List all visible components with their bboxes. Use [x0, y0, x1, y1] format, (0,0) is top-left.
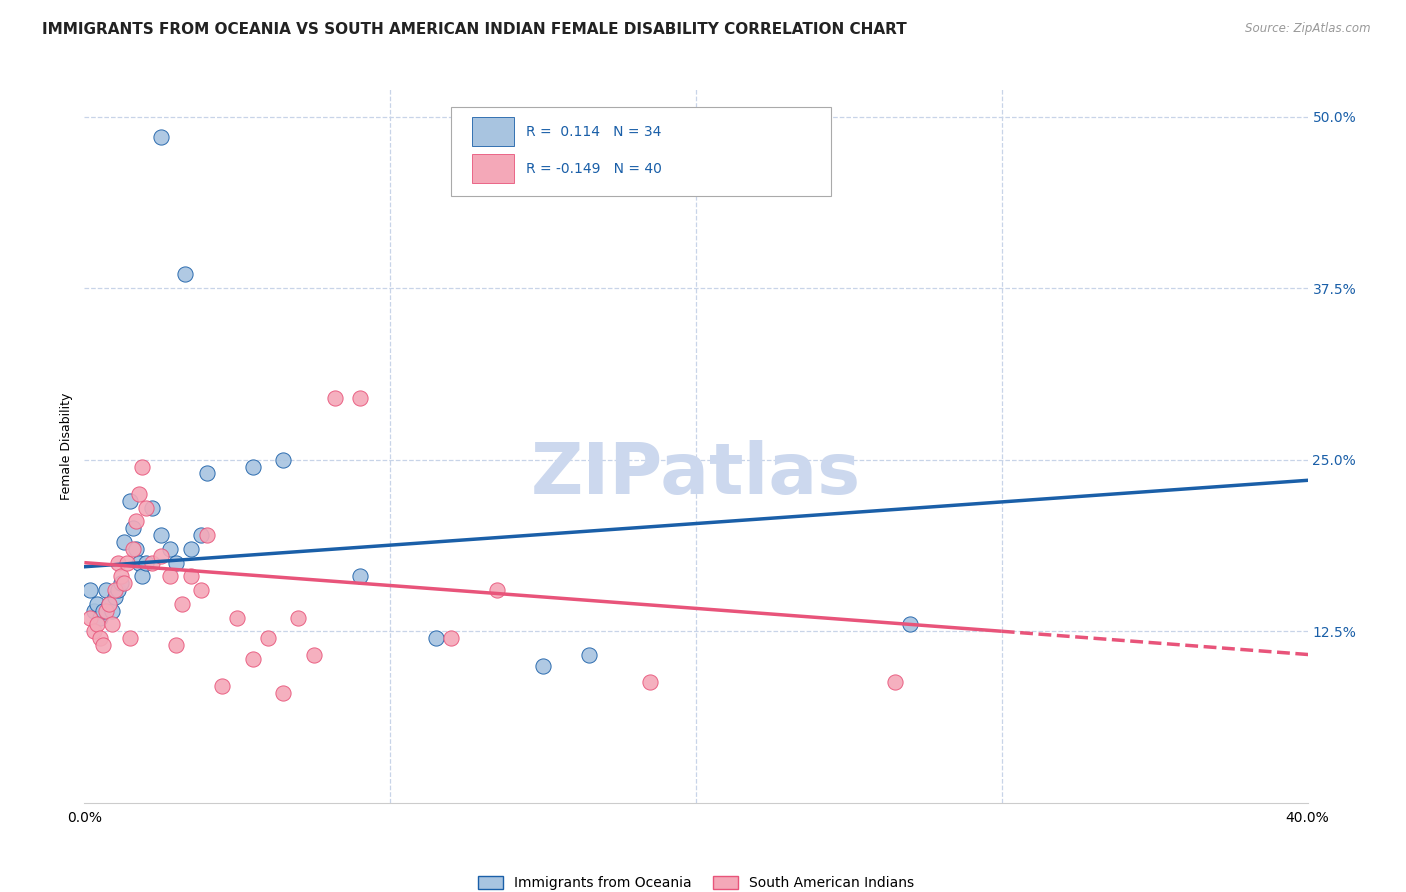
Point [190, 583, 212, 598]
Point [83, 624, 105, 639]
Point [149, 549, 172, 563]
Point [86, 617, 108, 632]
Point [107, 583, 129, 598]
Point [257, 631, 280, 645]
Point [349, 391, 371, 405]
Point [128, 556, 150, 570]
Point [425, 631, 447, 645]
Point [128, 487, 150, 501]
Point [165, 638, 187, 652]
Legend: Immigrants from Oceania, South American Indians: Immigrants from Oceania, South American … [472, 871, 920, 892]
Point [135, 556, 157, 570]
Point [94, 583, 117, 598]
Point [226, 610, 249, 624]
Point [94, 604, 117, 618]
Point [883, 675, 905, 690]
Point [486, 583, 509, 598]
Point [174, 268, 197, 282]
Point [323, 391, 346, 405]
Point [125, 515, 148, 529]
Point [271, 686, 294, 700]
Point [110, 569, 132, 583]
Point [349, 569, 371, 583]
Point [287, 610, 309, 624]
Point [107, 556, 129, 570]
Point [122, 541, 145, 556]
Point [159, 541, 181, 556]
Point [120, 494, 142, 508]
Text: R =  0.114   N = 34: R = 0.114 N = 34 [526, 125, 661, 138]
Point [110, 576, 132, 591]
Point [578, 648, 600, 662]
Point [83, 604, 105, 618]
Point [86, 597, 108, 611]
Point [141, 556, 163, 570]
Text: Source: ZipAtlas.com: Source: ZipAtlas.com [1246, 22, 1371, 36]
Point [180, 541, 202, 556]
Point [89, 610, 111, 624]
Point [91, 604, 114, 618]
Point [115, 556, 138, 570]
Point [638, 675, 661, 690]
Point [440, 631, 463, 645]
Point [104, 590, 127, 604]
Y-axis label: Female Disability: Female Disability [60, 392, 73, 500]
Point [531, 658, 554, 673]
Bar [472, 118, 513, 146]
Point [141, 500, 163, 515]
Point [91, 638, 114, 652]
Point [135, 500, 157, 515]
Point [89, 631, 111, 645]
Point [101, 617, 124, 632]
Point [195, 528, 218, 542]
Point [101, 604, 124, 618]
Text: R = -0.149   N = 40: R = -0.149 N = 40 [526, 161, 662, 176]
Bar [472, 154, 513, 183]
Point [122, 521, 145, 535]
Text: IMMIGRANTS FROM OCEANIA VS SOUTH AMERICAN INDIAN FEMALE DISABILITY CORRELATION C: IMMIGRANTS FROM OCEANIA VS SOUTH AMERICA… [42, 22, 907, 37]
Point [195, 467, 218, 481]
Point [180, 569, 202, 583]
Point [190, 528, 212, 542]
Point [302, 648, 325, 662]
Point [131, 459, 153, 474]
Point [120, 631, 142, 645]
Point [104, 583, 127, 598]
FancyBboxPatch shape [451, 107, 831, 196]
Point [112, 576, 135, 591]
Point [97, 597, 120, 611]
Point [172, 597, 194, 611]
Point [211, 679, 233, 693]
Point [97, 597, 120, 611]
Point [125, 541, 148, 556]
Point [271, 452, 294, 467]
Point [242, 651, 264, 665]
Point [79, 583, 101, 598]
Point [79, 610, 101, 624]
Point [242, 459, 264, 474]
Text: ZIPatlas: ZIPatlas [531, 440, 860, 509]
Point [149, 130, 172, 145]
Point [149, 528, 172, 542]
Point [165, 556, 187, 570]
Point [898, 617, 921, 632]
Point [131, 569, 153, 583]
Point [159, 569, 181, 583]
Point [112, 535, 135, 549]
